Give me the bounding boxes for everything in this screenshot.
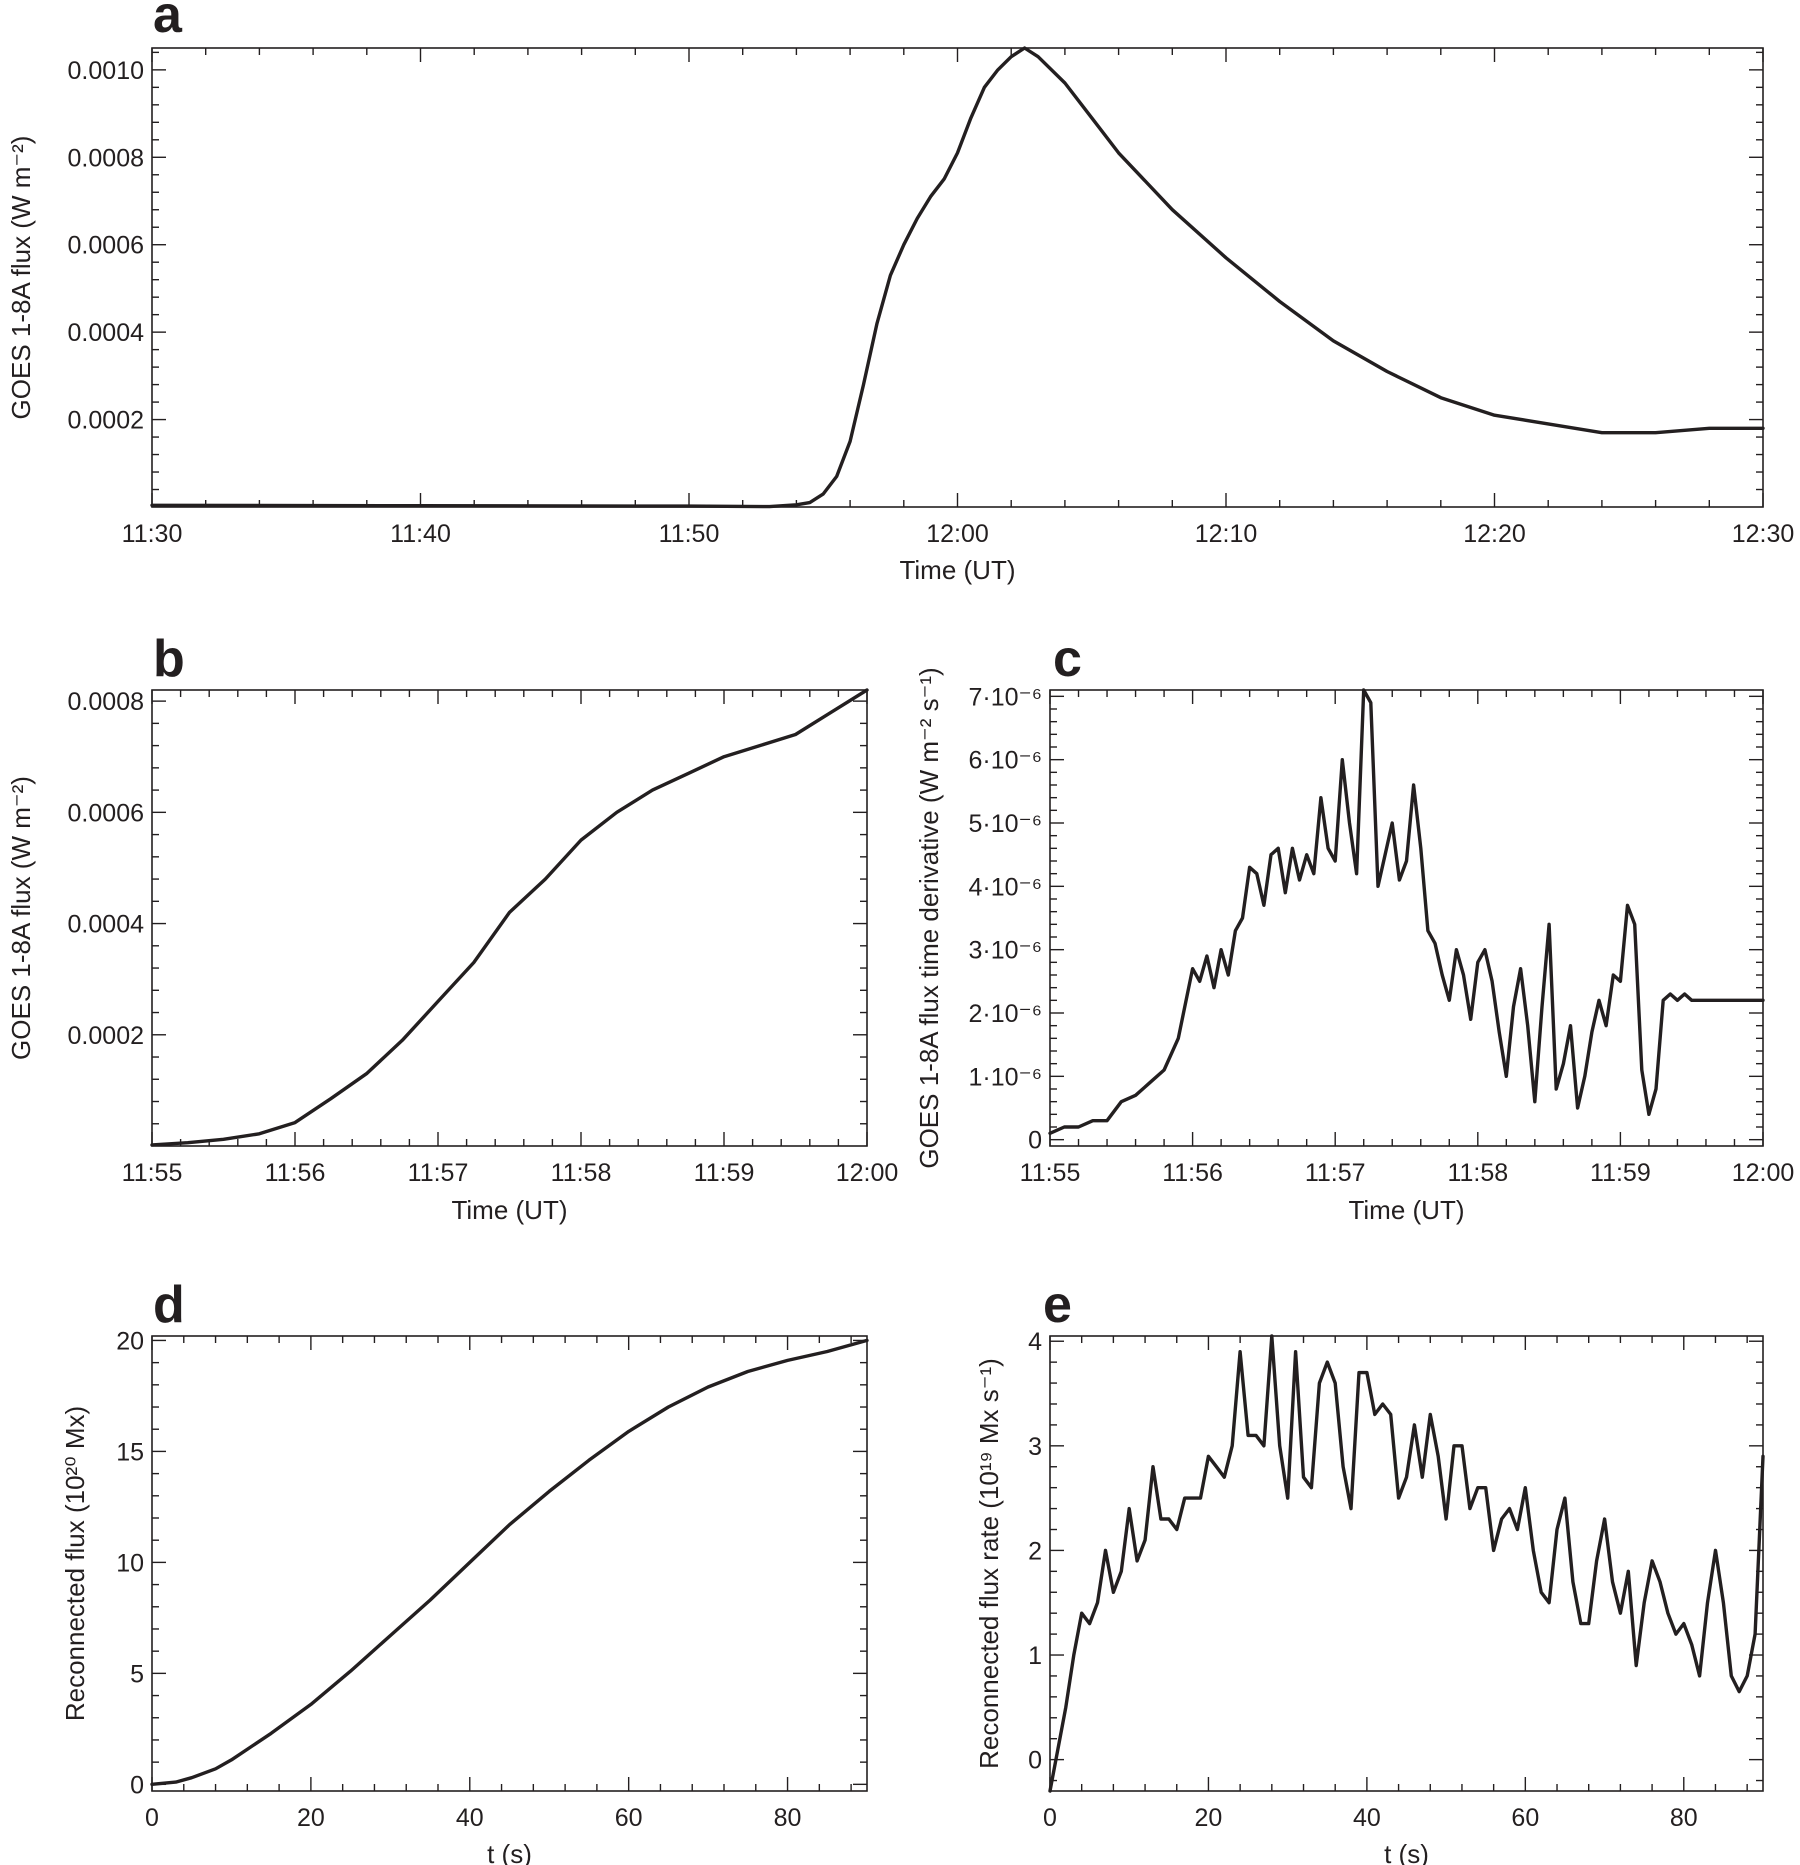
y-tick-label: 2 [1028, 1537, 1042, 1565]
x-axis-title: t (s) [1384, 1839, 1429, 1865]
y-tick-label: 4 [1028, 1328, 1042, 1356]
y-tick-label: 0.0006 [68, 232, 144, 260]
panel-c-letter: c [1053, 630, 1082, 688]
x-tick-label: 11:59 [1590, 1159, 1651, 1187]
series-line-d [150, 1338, 869, 1786]
panel-a: a 11:30 11:40 11:50 12:00 12:10 12:20 12:30 0.0… [6, 0, 1794, 585]
y-tick-label: 0.0006 [68, 799, 144, 827]
y-axis-title: GOES 1-8A flux (W m⁻²) [6, 136, 36, 420]
y-tick-label: 0.0004 [68, 319, 145, 347]
y-tick-label: 0.0004 [68, 911, 145, 939]
y-tick-label: 3 [1028, 1433, 1042, 1461]
x-tick-label: 12:20 [1463, 520, 1526, 548]
x-tick-label: 11:30 [122, 520, 183, 548]
y-tick-label: 0.0008 [68, 688, 144, 716]
panel-e-frame [1049, 1335, 1764, 1792]
y-tick-label: 1 [1028, 1642, 1042, 1670]
panel-b-letter: b [153, 630, 185, 688]
panel-a-frame [151, 47, 1764, 508]
x-tick-label: 11:50 [659, 520, 720, 548]
x-tick-label: 12:00 [1732, 1159, 1795, 1187]
x-axis-title: Time (UT) [1348, 1195, 1464, 1225]
panel-d: d 0 20 40 60 80 0 5 10 15 20 t (s) Reconnected flux… [60, 1276, 869, 1865]
y-tick-label: 15 [116, 1438, 144, 1466]
x-tick-label: 40 [1353, 1804, 1381, 1832]
y-tick-label: 6·10⁻⁶ [968, 747, 1042, 775]
y-tick-label: 0.0002 [68, 1022, 144, 1050]
x-tick-label: 60 [1511, 1804, 1539, 1832]
y-tick-label: 20 [116, 1327, 144, 1355]
x-tick-label: 11:55 [122, 1159, 183, 1187]
series-line-e [1048, 1334, 1765, 1793]
y-tick-label: 2·10⁻⁶ [968, 1000, 1042, 1028]
y-tick-label: 10 [116, 1549, 144, 1577]
panel-b: b 11:55 11:56 11:57 11:58 11:59 12:00 0.0002 0.… [6, 630, 898, 1225]
x-tick-label: 12:00 [926, 520, 989, 548]
series-line-b [150, 688, 869, 1147]
x-tick-label: 20 [297, 1804, 325, 1832]
series-line-a [150, 46, 1765, 509]
y-axis-title: GOES 1-8A flux (W m⁻²) [6, 776, 36, 1060]
y-tick-label: 0 [1028, 1747, 1042, 1775]
x-tick-label: 11:57 [1305, 1159, 1366, 1187]
panel-b-frame [151, 689, 868, 1147]
x-tick-label: 40 [456, 1804, 484, 1832]
panel-e-letter: e [1043, 1276, 1072, 1334]
x-tick-label: 11:40 [390, 520, 451, 548]
x-tick-label: 12:30 [1732, 520, 1795, 548]
x-tick-label: 80 [1670, 1804, 1698, 1832]
y-tick-label: 0.0010 [68, 57, 144, 85]
x-axis-title: Time (UT) [899, 555, 1015, 585]
y-tick-label: 5·10⁻⁶ [968, 810, 1042, 838]
x-tick-label: 11:56 [265, 1159, 326, 1187]
x-tick-label: 11:56 [1162, 1159, 1223, 1187]
x-axis-title: t (s) [487, 1839, 532, 1865]
panel-d-frame [151, 1335, 868, 1792]
x-axis-title: Time (UT) [451, 1195, 567, 1225]
x-tick-label: 80 [774, 1804, 802, 1832]
panel-c: c 11:55 11:56 11:57 11:58 11:59 12:00 0 1·10⁻⁶ 2… [914, 630, 1794, 1225]
series-line-c [1048, 688, 1765, 1135]
x-tick-label: 12:00 [836, 1159, 899, 1187]
y-tick-label: 4·10⁻⁶ [968, 873, 1042, 901]
x-tick-label: 11:59 [694, 1159, 755, 1187]
y-tick-label: 0.0002 [68, 407, 144, 435]
y-tick-label: 7·10⁻⁶ [968, 683, 1042, 711]
y-tick-label: 0.0008 [68, 144, 144, 172]
y-tick-label: 1·10⁻⁶ [968, 1063, 1042, 1091]
x-tick-label: 0 [145, 1804, 159, 1832]
x-tick-label: 11:58 [551, 1159, 612, 1187]
y-tick-label: 0 [1028, 1127, 1042, 1155]
y-tick-label: 0 [130, 1771, 144, 1799]
panel-c-frame [1049, 689, 1764, 1147]
x-tick-label: 60 [615, 1804, 643, 1832]
panel-e: e 0 20 40 60 80 0 1 2 3 4 t (s) Reconnected flux ra… [974, 1276, 1765, 1865]
x-tick-label: 0 [1043, 1804, 1057, 1832]
y-axis-title: GOES 1-8A flux time derivative (W m⁻² s⁻… [914, 667, 944, 1168]
x-tick-label: 11:58 [1447, 1159, 1508, 1187]
x-tick-label: 12:10 [1195, 520, 1258, 548]
y-axis-title: Reconnected flux rate (10¹⁹ Mx s⁻¹) [974, 1358, 1004, 1769]
y-tick-label: 3·10⁻⁶ [968, 937, 1042, 965]
x-tick-label: 11:57 [408, 1159, 469, 1187]
y-axis-title: Reconnected flux (10²⁰ Mx) [60, 1406, 90, 1721]
x-tick-label: 11:55 [1020, 1159, 1081, 1187]
y-tick-label: 5 [130, 1660, 144, 1688]
panel-a-letter: a [153, 0, 183, 44]
panel-d-letter: d [153, 1276, 185, 1334]
x-tick-label: 20 [1195, 1804, 1223, 1832]
